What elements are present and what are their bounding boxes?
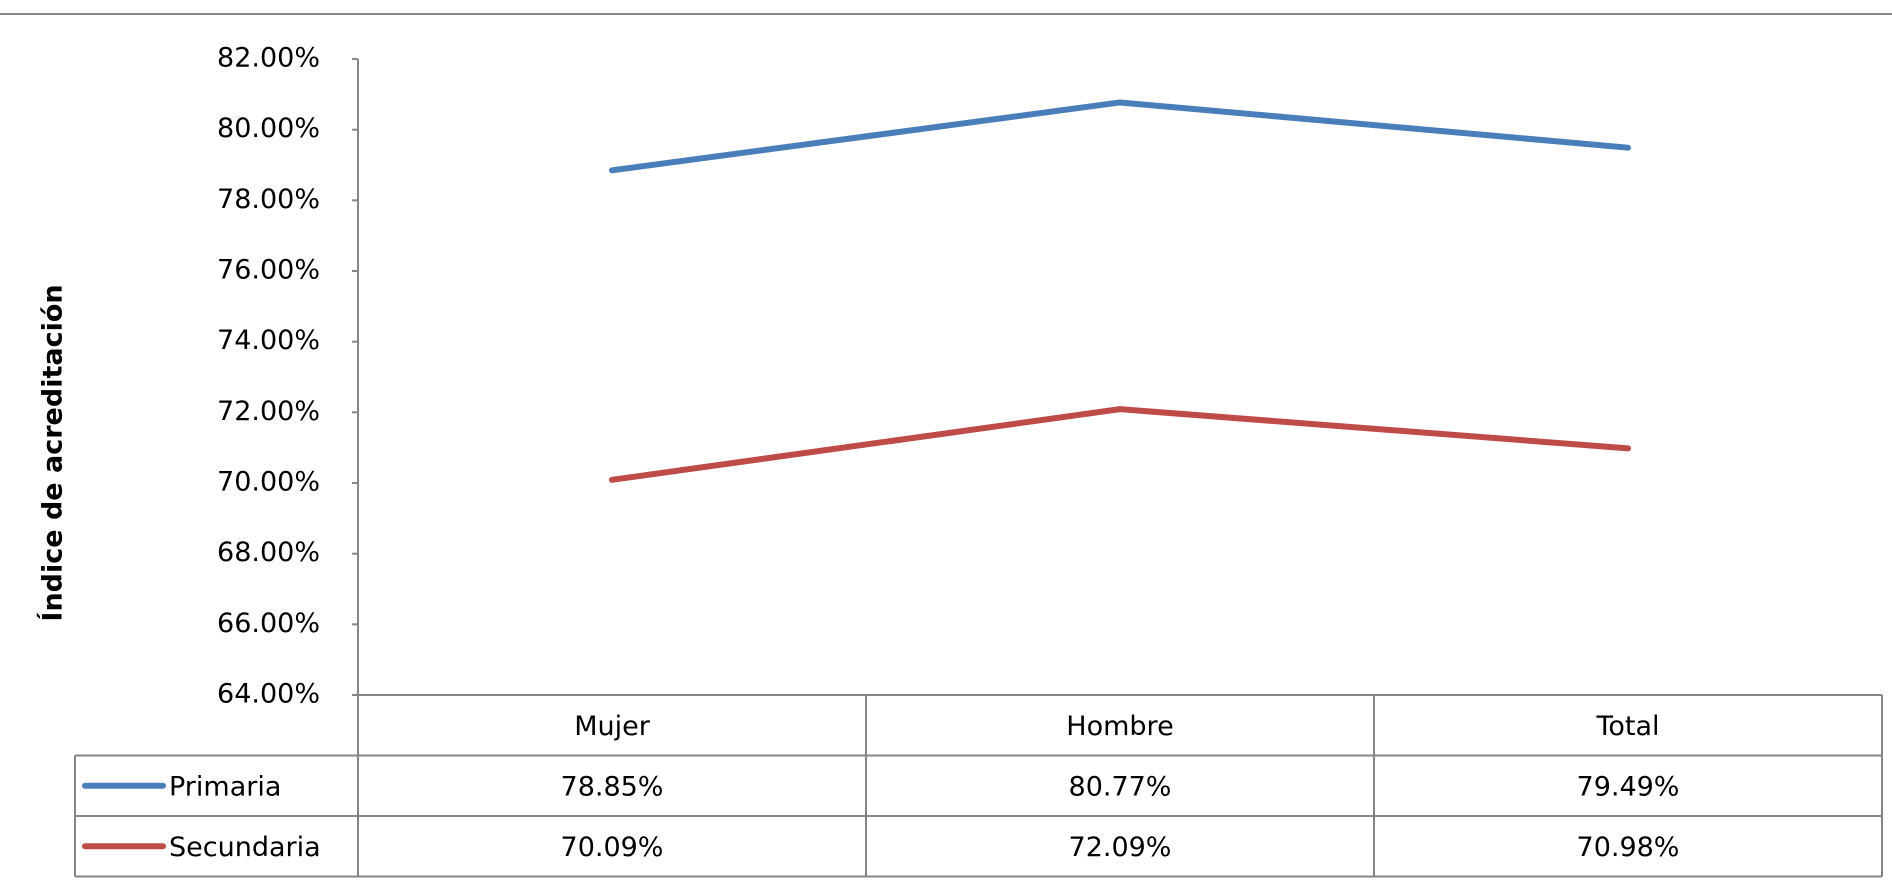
series-line bbox=[609, 406, 1631, 483]
y-tick-label: 74.00% bbox=[217, 325, 320, 356]
y-tick-label: 72.00% bbox=[217, 396, 320, 427]
legend-label: Secundaria bbox=[169, 832, 321, 863]
table-value: 79.49% bbox=[1577, 771, 1680, 802]
x-tick-label: Hombre bbox=[1066, 711, 1173, 742]
table-value: 80.77% bbox=[1069, 771, 1172, 802]
y-tick-label: 66.00% bbox=[217, 608, 320, 639]
y-tick-label: 68.00% bbox=[217, 537, 320, 568]
y-tick-label: 82.00% bbox=[217, 43, 320, 74]
table-value: 70.98% bbox=[1577, 832, 1680, 863]
y-tick-label: 80.00% bbox=[217, 113, 320, 144]
y-axis-label: Índice de acreditación bbox=[37, 284, 69, 621]
y-tick-label: 76.00% bbox=[217, 255, 320, 286]
x-tick-label: Total bbox=[1595, 711, 1659, 742]
series-line bbox=[609, 99, 1631, 174]
y-tick-label: 70.00% bbox=[217, 467, 320, 498]
y-tick-label: 64.00% bbox=[217, 679, 320, 710]
legend-label: Primaria bbox=[169, 771, 281, 802]
table-value: 72.09% bbox=[1069, 832, 1172, 863]
table-value: 70.09% bbox=[561, 832, 664, 863]
y-tick-label: 78.00% bbox=[217, 184, 320, 215]
table-value: 78.85% bbox=[561, 771, 664, 802]
x-tick-label: Mujer bbox=[574, 711, 651, 742]
